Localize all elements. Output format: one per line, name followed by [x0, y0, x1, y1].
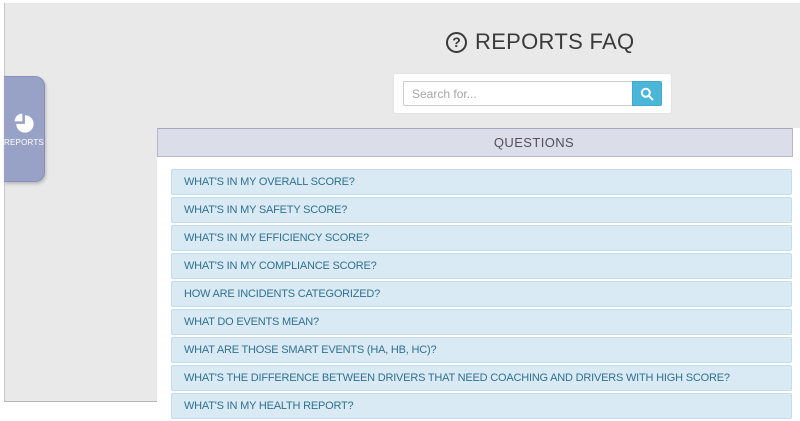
faq-question-list: WHAT'S IN MY OVERALL SCORE? WHAT'S IN MY … — [171, 169, 792, 421]
faq-question-row[interactable]: WHAT'S THE DIFFERENCE BETWEEN DRIVERS TH… — [171, 365, 792, 391]
page-title-text: REPORTS FAQ — [475, 29, 635, 54]
sidebar-tab-reports[interactable]: REPORTS — [4, 76, 45, 182]
page-title: ? REPORTS FAQ — [446, 29, 634, 55]
magnifier-icon — [640, 87, 654, 100]
questions-panel-header: QUESTIONS — [157, 128, 793, 157]
faq-question-label: WHAT'S IN MY EFFICIENCY SCORE? — [184, 232, 369, 244]
faq-question-label: WHAT'S IN MY HEALTH REPORT? — [184, 400, 354, 412]
search-input[interactable] — [403, 81, 632, 106]
faq-question-label: WHAT ARE THOSE SMART EVENTS (HA, HB, HC)… — [184, 344, 437, 356]
faq-question-label: WHAT'S THE DIFFERENCE BETWEEN DRIVERS TH… — [184, 372, 730, 384]
faq-question-row[interactable]: WHAT'S IN MY EFFICIENCY SCORE? — [171, 225, 792, 251]
faq-question-label: WHAT'S IN MY COMPLIANCE SCORE? — [184, 260, 377, 272]
faq-question-row[interactable]: WHAT ARE THOSE SMART EVENTS (HA, HB, HC)… — [171, 337, 792, 363]
faq-question-row[interactable]: WHAT'S IN MY COMPLIANCE SCORE? — [171, 253, 792, 279]
sidebar-tab-label: REPORTS — [4, 137, 44, 147]
question-circle-icon: ? — [446, 31, 467, 53]
faq-question-label: WHAT DO EVENTS MEAN? — [184, 316, 319, 328]
pie-chart-icon — [14, 113, 34, 133]
faq-question-label: WHAT'S IN MY SAFETY SCORE? — [184, 204, 348, 216]
faq-question-label: HOW ARE INCIDENTS CATEGORIZED? — [184, 288, 381, 300]
faq-question-row[interactable]: WHAT'S IN MY OVERALL SCORE? — [171, 169, 792, 195]
search-button[interactable] — [632, 81, 662, 106]
search-card — [393, 73, 672, 114]
faq-question-row[interactable]: WHAT DO EVENTS MEAN? — [171, 309, 792, 335]
faq-question-row[interactable]: HOW ARE INCIDENTS CATEGORIZED? — [171, 281, 792, 307]
faq-question-row[interactable]: WHAT'S IN MY HEALTH REPORT? — [171, 393, 792, 419]
faq-question-label: WHAT'S IN MY OVERALL SCORE? — [184, 176, 355, 188]
faq-question-row[interactable]: WHAT'S IN MY SAFETY SCORE? — [171, 197, 792, 223]
